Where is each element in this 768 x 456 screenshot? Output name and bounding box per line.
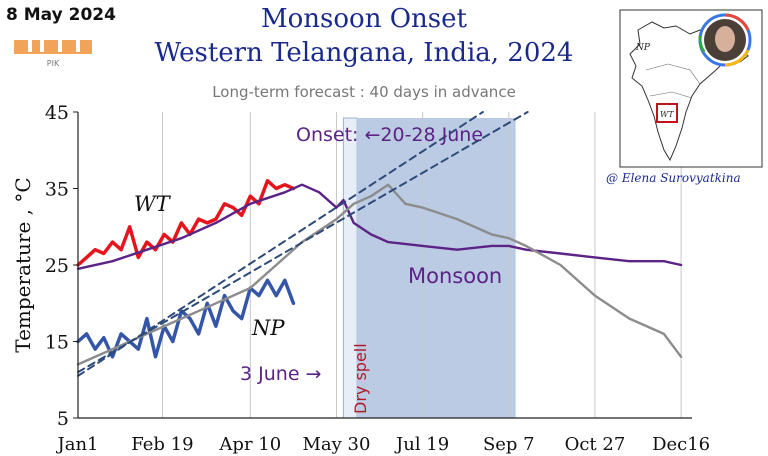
dry-spell-label: Dry spell: [351, 343, 370, 414]
x-tick-label: Oct 27: [565, 434, 626, 455]
y-tick-label: 45: [45, 102, 69, 124]
map-label-wt: WT: [660, 110, 674, 119]
avatar-face: [715, 26, 735, 52]
june3-annotation: 3 June →: [240, 363, 321, 385]
chart-subtitle: Long-term forecast : 40 days in advance: [212, 83, 516, 101]
pik-logo: PIK: [14, 40, 92, 68]
series-wt-forecast: [76, 183, 683, 270]
series-trend-wt: [77, 111, 484, 377]
x-tick-label: Jan1: [56, 434, 99, 455]
india-outline: [629, 21, 749, 162]
y-axis-label: Temperature , °C: [11, 177, 35, 352]
x-tick-label: Feb 19: [131, 434, 193, 455]
x-tick-label: Sep 7: [483, 434, 535, 455]
state-borders: [645, 63, 701, 99]
logo-text: PIK: [47, 59, 60, 68]
y-tick-label: 25: [45, 255, 69, 277]
monsoon-band: [357, 118, 516, 418]
monsoon-label: Monsoon: [408, 264, 502, 288]
map-label-np: NP: [635, 43, 651, 53]
chart-title-line2: Western Telangana, India, 2024: [154, 38, 574, 68]
onset-annotation: Onset: ←20-28 June: [296, 124, 483, 146]
x-tick-label: Apr 10: [218, 434, 281, 455]
wt-series-label: WT: [134, 192, 172, 216]
x-tick-label: Dec16: [652, 434, 710, 455]
author-credit: @ Elena Surovyatkina: [606, 171, 741, 185]
series-np-forecast: [76, 183, 683, 366]
y-tick-label: 5: [57, 408, 69, 430]
series-trend-np-wt: [77, 111, 529, 374]
forecast-date: 8 May 2024: [6, 5, 116, 25]
x-tick-label: May 30: [302, 434, 370, 455]
wt-region-marker: [656, 103, 678, 123]
np-series-label: NP: [251, 316, 285, 340]
y-tick-label: 15: [45, 332, 69, 354]
x-tick-label: Jul 19: [394, 434, 449, 455]
chart-title-line1: Monsoon Onset: [261, 4, 467, 34]
y-tick-label: 35: [45, 179, 69, 201]
